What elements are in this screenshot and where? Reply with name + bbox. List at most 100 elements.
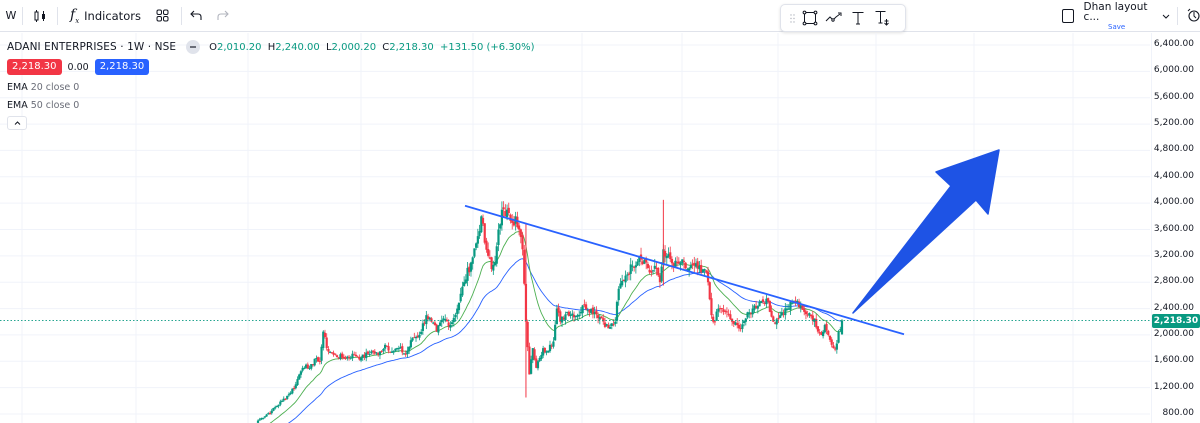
candle-body	[414, 336, 418, 339]
indicator-ema50[interactable]: EMA 50 close 0	[7, 96, 534, 114]
candle-body	[722, 309, 725, 312]
candle-body	[543, 348, 546, 353]
collapse-legend-button[interactable]	[7, 116, 27, 130]
candle-body	[600, 316, 603, 319]
price-axis[interactable]: 6,400.00 6,000.00 5,600.00 5,200.00 4,800.00…	[1151, 33, 1200, 423]
candle-body	[595, 310, 598, 315]
candle-body	[626, 274, 629, 276]
candle-body	[420, 331, 423, 335]
candle-body	[454, 314, 457, 318]
candle-body	[614, 321, 617, 324]
candle-body	[274, 407, 277, 409]
candle-body	[645, 258, 648, 263]
price-chart[interactable]	[0, 33, 1150, 423]
buy-button[interactable]: 2,218.30	[94, 59, 150, 75]
candle-body	[572, 314, 576, 318]
candle-body	[517, 225, 521, 230]
candle-body	[840, 320, 844, 335]
candle-body	[681, 259, 684, 264]
candle-body	[584, 304, 588, 310]
candle-body	[784, 308, 787, 316]
candle-body	[564, 314, 567, 320]
rectangle-tool-button[interactable]	[798, 6, 822, 30]
candle-body	[717, 308, 720, 312]
layout-dropdown[interactable]	[1162, 14, 1172, 19]
candle-body	[818, 332, 821, 334]
minus-icon	[190, 46, 197, 48]
candle-body	[299, 371, 303, 375]
candle-body	[799, 305, 802, 309]
anchored-text-tool-button[interactable]	[870, 6, 894, 30]
trendline[interactable]	[464, 204, 905, 336]
candle-body	[696, 261, 699, 269]
candle-body	[655, 267, 658, 270]
candle-body	[739, 328, 742, 330]
symbol-title[interactable]: ADANI ENTERPRISES · 1W · NSE	[7, 41, 177, 53]
candle-body	[499, 224, 502, 229]
text-tool-button[interactable]	[846, 6, 870, 30]
candles-icon	[34, 9, 45, 22]
candle-body	[258, 419, 261, 421]
candle-body	[263, 416, 266, 418]
up-arrow-annotation[interactable]	[852, 149, 1000, 314]
candle-body	[806, 314, 809, 316]
candle-body	[729, 314, 732, 320]
candle-body	[808, 313, 811, 316]
sell-button[interactable]: 2,218.30	[7, 59, 62, 75]
candle-body	[535, 358, 538, 368]
layout-checkbox[interactable]	[1062, 9, 1074, 23]
candle-body	[317, 357, 320, 362]
ema20-line	[269, 231, 843, 423]
candle-body	[396, 348, 399, 350]
candle-body	[547, 350, 550, 353]
chart-type-button[interactable]	[23, 0, 57, 32]
candle-body	[552, 341, 555, 347]
quick-action-button[interactable]	[1186, 7, 1200, 26]
candle-body	[521, 235, 524, 250]
candle-body	[827, 330, 830, 335]
indicator-ema20[interactable]: EMA 20 close 0	[7, 78, 534, 96]
candle-body	[262, 417, 265, 419]
candle-body	[560, 316, 564, 323]
candle-body	[428, 317, 431, 320]
indicators-button[interactable]: fx Indicators	[58, 0, 149, 32]
path-tool-button[interactable]	[822, 6, 846, 30]
candle-body	[701, 269, 704, 273]
redo-button[interactable]	[212, 0, 234, 32]
layout-name-button[interactable]: Dhan layout c... Save	[1084, 1, 1150, 31]
templates-button[interactable]	[149, 0, 177, 32]
candle-body	[445, 319, 449, 322]
candle-body	[272, 407, 275, 411]
chart-canvas[interactable]	[0, 33, 1150, 423]
low-key: L	[325, 41, 332, 53]
candle-body	[500, 209, 504, 226]
candle-body	[736, 323, 739, 326]
hide-legend-button[interactable]	[186, 40, 201, 54]
candle-body	[387, 346, 390, 351]
function-icon: fx	[70, 6, 80, 25]
candle-body	[487, 249, 490, 256]
candle-body	[742, 321, 746, 323]
candle-body	[579, 311, 583, 314]
candle-body	[555, 308, 558, 325]
candle-body	[698, 265, 701, 270]
candle-body	[825, 323, 828, 331]
candle-body	[621, 280, 624, 286]
candle-body	[760, 300, 763, 303]
candle-body	[777, 317, 780, 320]
candle-body	[371, 350, 375, 352]
candle-body	[768, 300, 771, 312]
candle-body	[581, 305, 584, 314]
candle-body	[370, 351, 373, 354]
candle-body	[390, 351, 394, 353]
candle-body	[809, 314, 813, 317]
candle-body	[607, 325, 610, 329]
candle-body	[725, 311, 729, 313]
toolbar-drag-handle[interactable]	[786, 6, 798, 30]
candle-body	[596, 315, 600, 319]
candle-body	[526, 322, 529, 348]
undo-button[interactable]	[182, 0, 212, 32]
candle-body	[658, 275, 662, 283]
interval-button[interactable]: W	[0, 0, 22, 32]
divider	[22, 6, 23, 25]
